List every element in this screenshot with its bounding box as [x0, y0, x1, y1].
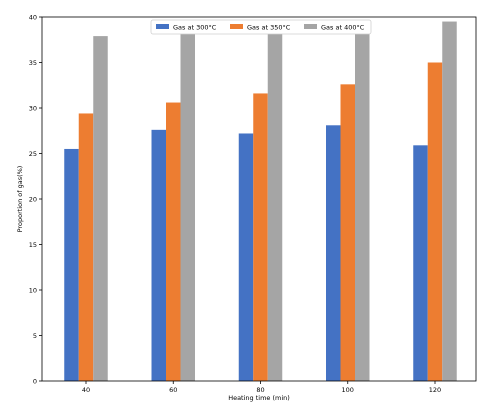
- y-tick-label: 15: [29, 241, 37, 249]
- legend-swatch: [156, 24, 169, 29]
- legend: Gas at 300°C Gas at 350°C Gas at 400°C: [150, 19, 372, 35]
- y-tick-label: 5: [33, 332, 37, 340]
- bar: [93, 36, 108, 382]
- y-tick-label: 10: [29, 286, 37, 294]
- y-tick-label: 0: [33, 377, 37, 385]
- x-tick-label: 40: [82, 386, 90, 394]
- legend-label: Gas at 350°C: [247, 23, 291, 31]
- bar: [238, 133, 254, 381]
- x-tick-label: 80: [256, 386, 264, 394]
- bar: [326, 125, 341, 381]
- y-axis-label: Proportion of gas(%): [16, 166, 24, 233]
- x-tick-label: 100: [342, 386, 354, 394]
- bar: [78, 113, 94, 382]
- legend-label: Gas at 400°C: [321, 23, 365, 31]
- x-axis-ticks: 40 60 80 100 120: [82, 381, 441, 394]
- y-tick-label: 35: [29, 59, 37, 67]
- y-tick-label: 40: [29, 13, 37, 21]
- x-tick-label: 120: [429, 386, 441, 394]
- legend-swatch: [304, 24, 317, 29]
- bar: [180, 26, 195, 381]
- bar: [166, 102, 181, 381]
- bar: [64, 148, 79, 381]
- x-axis-label: Heating time (min): [228, 394, 290, 402]
- x-tick-label: 60: [169, 386, 177, 394]
- y-axis-ticks: 0 5 10 15 20 25 30 35 40: [29, 13, 42, 385]
- bar: [355, 24, 370, 382]
- bar: [267, 28, 283, 382]
- y-tick-label: 30: [29, 104, 37, 112]
- y-tick-label: 25: [29, 150, 37, 158]
- bar: [253, 93, 268, 381]
- legend-label: Gas at 300°C: [173, 23, 217, 31]
- legend-swatch: [230, 24, 243, 29]
- bar: [427, 62, 443, 381]
- y-tick-label: 20: [29, 195, 37, 203]
- bar: [413, 145, 428, 381]
- bar: [340, 84, 355, 381]
- bars-layer: [64, 21, 457, 382]
- legend-box: [150, 19, 372, 35]
- bar: [442, 21, 457, 382]
- bar: [151, 129, 166, 381]
